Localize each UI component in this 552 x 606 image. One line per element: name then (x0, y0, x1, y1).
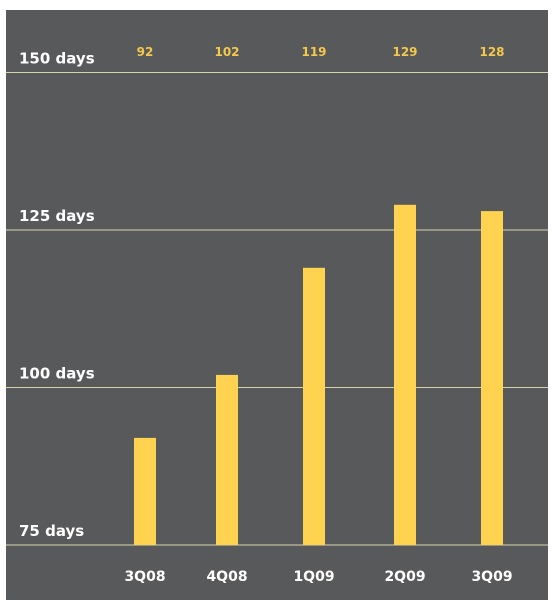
y-tick-label: 100 days (19, 365, 95, 383)
x-tick-label: 1Q09 (293, 569, 334, 585)
y-axis-tick-labels: 150 days 125 days 100 days 75 days (19, 50, 95, 541)
data-label: 129 (392, 45, 417, 59)
bar-3q08 (134, 437, 156, 545)
chart-panel (6, 10, 548, 600)
bar-3q09 (481, 211, 503, 545)
x-tick-label: 3Q08 (124, 569, 165, 585)
x-tick-label: 4Q08 (206, 569, 247, 585)
data-label: 128 (479, 45, 504, 59)
bar-4q08 (216, 374, 238, 545)
y-tick-label: 150 days (19, 50, 95, 68)
data-label: 119 (301, 45, 326, 59)
bar-1q09 (303, 267, 325, 545)
x-axis-tick-labels: 3Q08 4Q08 1Q09 2Q09 3Q09 (124, 569, 512, 585)
data-labels: 92 102 119 129 128 (137, 45, 505, 59)
data-label: 102 (214, 45, 239, 59)
bars (134, 204, 503, 546)
gridlines (6, 72, 548, 546)
bar-2q09 (394, 204, 416, 546)
x-tick-label: 2Q09 (384, 569, 425, 585)
x-tick-label: 3Q09 (471, 569, 512, 585)
data-label: 92 (137, 45, 154, 59)
y-tick-label: 75 days (19, 522, 84, 540)
y-tick-label: 125 days (19, 207, 95, 225)
